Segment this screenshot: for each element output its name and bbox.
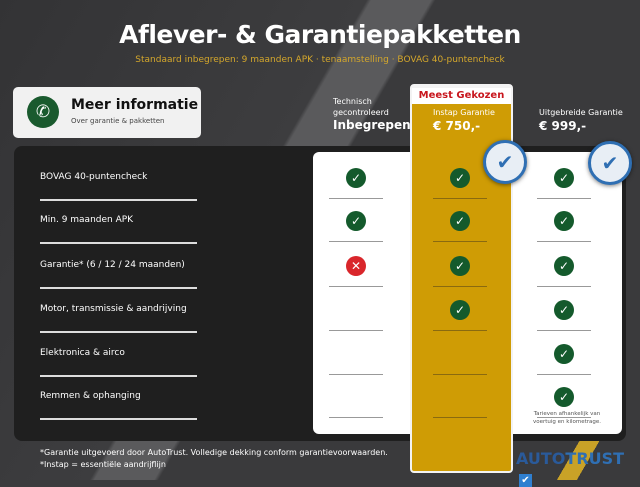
check-icon: ✓ — [346, 168, 366, 188]
cell-divider — [537, 374, 591, 375]
cell-divider — [537, 330, 591, 331]
column-header-instap: Instap Garantie € 750,- — [433, 108, 495, 133]
row-divider — [40, 418, 197, 420]
check-icon: ✓ — [346, 211, 366, 231]
autotrust-seal-icon: ✔ — [483, 140, 527, 184]
phone-icon: ✆ — [27, 96, 59, 128]
pricing-note: Tarieven afhankelijk van voertuig en kil… — [532, 411, 602, 425]
footnote: *Garantie uitgevoerd door AutoTrust. Vol… — [40, 448, 388, 457]
row-label: Elektronica & airco — [40, 348, 125, 358]
autotrust-seal-icon: ✔ — [588, 141, 632, 185]
row-divider — [40, 242, 197, 244]
check-icon: ✓ — [554, 211, 574, 231]
check-icon: ✓ — [554, 387, 574, 407]
cell-divider — [329, 286, 383, 287]
cell-divider — [329, 330, 383, 331]
cell-divider — [537, 417, 591, 418]
autotrust-logo: AUTOTRUST ✔ — [516, 449, 640, 487]
column-label: Instap Garantie — [433, 108, 495, 117]
column-price: € 999,- — [539, 119, 587, 133]
logo-part: AUTO — [516, 449, 566, 468]
checkbox-icon: ✔ — [519, 474, 532, 487]
row-label: BOVAG 40-puntencheck — [40, 172, 148, 182]
column-label: Uitgebreide Garantie — [539, 108, 623, 117]
row-divider — [40, 331, 197, 333]
cell-divider — [537, 198, 591, 199]
most-chosen-badge: Meest Gekozen — [412, 88, 511, 104]
logo-part: TRUST — [565, 449, 625, 468]
cell-divider — [329, 417, 383, 418]
cell-divider — [537, 241, 591, 242]
cell-divider — [433, 330, 487, 331]
row-label: Motor, transmissie & aandrijving — [40, 304, 187, 314]
cell-divider — [433, 417, 487, 418]
check-icon: ✓ — [554, 168, 574, 188]
cell-divider — [433, 286, 487, 287]
cell-divider — [433, 374, 487, 375]
row-divider — [40, 287, 197, 289]
column-price: € 750,- — [433, 119, 481, 133]
row-label: Garantie* (6 / 12 / 24 maanden) — [40, 260, 185, 270]
column-price: Inbegrepen — [333, 118, 411, 132]
check-icon: ✓ — [450, 168, 470, 188]
more-info-button[interactable]: ✆ Meer informatie Over garantie & pakket… — [13, 87, 201, 138]
check-icon: ✓ — [554, 300, 574, 320]
column-highlight-instap: Meest Gekozen — [410, 84, 513, 473]
column-label: Technisch gecontroleerd — [333, 97, 389, 117]
check-icon: ✓ — [450, 300, 470, 320]
page-title: Aflever- & Garantiepakketten — [119, 20, 521, 49]
column-header-technisch: Technisch gecontroleerd Inbegrepen — [333, 96, 411, 132]
info-subtitle: Over garantie & pakketten — [71, 117, 165, 125]
cell-divider — [433, 241, 487, 242]
check-icon: ✓ — [450, 211, 470, 231]
row-divider — [40, 375, 197, 377]
check-icon: ✓ — [554, 344, 574, 364]
row-divider — [40, 199, 197, 201]
row-label: Remmen & ophanging — [40, 391, 141, 401]
column-header-uitgebreid: Uitgebreide Garantie € 999,- — [539, 108, 623, 133]
page-subtitle: Standaard inbegrepen: 9 maanden APK · te… — [135, 55, 505, 65]
check-icon: ✓ — [450, 256, 470, 276]
row-label: Min. 9 maanden APK — [40, 215, 134, 225]
cell-divider — [329, 241, 383, 242]
cell-divider — [433, 198, 487, 199]
cell-divider — [537, 286, 591, 287]
check-icon: ✓ — [554, 256, 574, 276]
cell-divider — [329, 198, 383, 199]
footnote: *Instap = essentiële aandrijflijn — [40, 460, 166, 469]
info-title: Meer informatie — [71, 97, 199, 113]
cell-divider — [329, 374, 383, 375]
cross-icon: ✕ — [346, 256, 366, 276]
